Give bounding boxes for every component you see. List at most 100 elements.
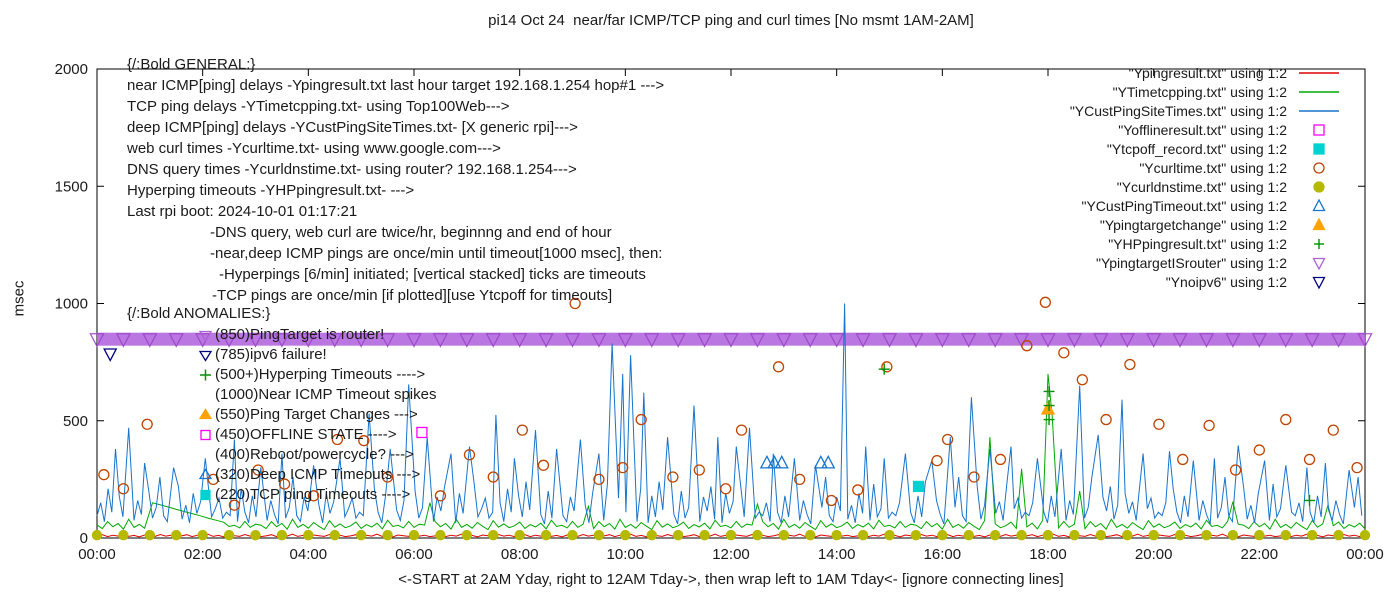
legend-square-icon bbox=[1313, 123, 1325, 136]
legend-row: "Ycurldnstime.txt" using 1:2 bbox=[1117, 178, 1342, 195]
legend-triangle-down-icon bbox=[1312, 257, 1326, 270]
annotation-anomaly-text: (400)Reboot/powercycle? ---> bbox=[215, 446, 414, 463]
legend-label: "YCustPingTimeout.txt" using 1:2 bbox=[1081, 197, 1287, 214]
legend-label: "Ytcpoff_record.txt" using 1:2 bbox=[1106, 140, 1287, 157]
x-tick-label: 22:00 bbox=[1241, 546, 1279, 563]
series-ycustpingtimeout bbox=[759, 454, 836, 469]
legend-label: "YCustPingSiteTimes.txt" using 1:2 bbox=[1069, 102, 1287, 119]
series-yofflineresult bbox=[416, 426, 428, 439]
legend-label: "YHPpingresult.txt" using 1:2 bbox=[1108, 235, 1287, 252]
triangle-up-icon bbox=[198, 407, 213, 419]
annotation-anomalies-title: {/:Bold ANOMALIES:} bbox=[127, 305, 271, 322]
legend-row: "YTimetcpping.txt" using 1:2 bbox=[1113, 83, 1342, 100]
series-ypingtargetchange bbox=[1040, 401, 1056, 415]
legend-line-icon bbox=[1299, 71, 1339, 74]
x-tick-label: 00:00 bbox=[1346, 546, 1384, 563]
annotation-general-line: deep ICMP[ping] delays -YCustPingSiteTim… bbox=[127, 119, 578, 136]
legend-row: "Ytcpoff_record.txt" using 1:2 bbox=[1107, 140, 1342, 157]
legend-square-icon bbox=[1313, 142, 1325, 155]
annotation-anomaly-text: (785)ipv6 failure! bbox=[215, 346, 327, 363]
annotation-anomaly-line: (850)PingTarget is router! bbox=[197, 326, 384, 343]
legend-label: "YpingtargetISrouter" using 1:2 bbox=[1095, 254, 1287, 271]
legend-row: "YpingtargetISrouter" using 1:2 bbox=[1096, 254, 1342, 271]
legend-label: "Ypingresult.txt" using 1:2 bbox=[1128, 64, 1287, 81]
x-axis-label: <-START at 2AM Yday, right to 12AM Tday-… bbox=[398, 571, 1064, 588]
series-ytimetcpping bbox=[96, 373, 1366, 531]
y-tick-label: 2000 bbox=[55, 61, 88, 78]
annotation-general-line: -TCP pings are once/min [if plotted][use… bbox=[212, 287, 613, 304]
triangle-down-icon bbox=[198, 350, 213, 362]
legend-row: "Yofflineresult.txt" using 1:2 bbox=[1118, 121, 1342, 138]
y-tick-label: 500 bbox=[63, 413, 88, 430]
legend-row: "Ycurltime.txt" using 1:2 bbox=[1139, 159, 1342, 176]
legend-label: "YTimetcpping.txt" using 1:2 bbox=[1112, 83, 1287, 100]
annotation-anomaly-text: (550)Ping Target Changes ---> bbox=[215, 406, 418, 423]
annotation-general-line: Last rpi boot: 2024-10-01 01:17:21 bbox=[127, 203, 358, 220]
legend-label: "Ynoipv6" using 1:2 bbox=[1165, 273, 1287, 290]
series-ytcpoff_record bbox=[912, 480, 925, 493]
annotation-anomaly-text: (450)OFFLINE STATE ----> bbox=[215, 426, 397, 443]
triangle-down-icon bbox=[198, 330, 213, 342]
legend-row: "Ypingtargetchange" using 1:2 bbox=[1100, 216, 1342, 233]
x-tick-label: 08:00 bbox=[501, 546, 539, 563]
x-tick-label: 20:00 bbox=[1135, 546, 1173, 563]
x-tick-label: 04:00 bbox=[290, 546, 328, 563]
series-ycurldnstime bbox=[91, 529, 1371, 541]
annotation-general-line: Hyperping timeouts -YHPpingresult.txt- -… bbox=[127, 182, 415, 199]
triangle-up-icon bbox=[198, 467, 213, 479]
legend-label: "Ypingtargetchange" using 1:2 bbox=[1099, 216, 1287, 233]
series-ynoipv6 bbox=[103, 348, 118, 362]
y-tick-label: 1500 bbox=[55, 178, 88, 195]
annotation-anomaly-line: (220)TCP ping Timeouts ----> bbox=[197, 486, 410, 503]
annotation-general-line: -Hyperpings [6/min] initiated; [vertical… bbox=[219, 266, 646, 283]
annotation-anomaly-line: (1000)Near ICMP Timeout spikes bbox=[197, 386, 436, 403]
legend-circle-icon bbox=[1313, 161, 1325, 174]
chart-title: pi14 Oct 24 near/far ICMP/TCP ping and c… bbox=[488, 12, 974, 29]
series-yhppingresult bbox=[878, 363, 1316, 506]
annotation-anomaly-text: (850)PingTarget is router! bbox=[215, 326, 385, 343]
legend-row: "YCustPingTimeout.txt" using 1:2 bbox=[1081, 197, 1342, 214]
annotation-general-line: DNS query times -Ycurldnstime.txt- using… bbox=[127, 161, 577, 178]
annotation-general-line: -near,deep ICMP pings are once/min until… bbox=[210, 245, 663, 262]
x-tick-label: 12:00 bbox=[712, 546, 750, 563]
series-ypingtargetisrouter bbox=[89, 332, 1373, 348]
x-tick-label: 18:00 bbox=[1029, 546, 1067, 563]
legend-row: "Ypingresult.txt" using 1:2 bbox=[1129, 64, 1342, 81]
y-tick-label: 1000 bbox=[55, 296, 88, 313]
legend-plus-icon bbox=[1314, 238, 1324, 249]
legend-triangle-down-icon bbox=[1312, 276, 1326, 289]
legend-triangle-up-icon bbox=[1312, 198, 1326, 211]
legend-label: "Ycurldnstime.txt" using 1:2 bbox=[1116, 178, 1287, 195]
legend-line-icon bbox=[1299, 109, 1339, 112]
legend-label: "Yofflineresult.txt" using 1:2 bbox=[1118, 121, 1287, 138]
square-icon bbox=[200, 429, 211, 440]
annotation-anomaly-line: (500+)Hyperping Timeouts ----> bbox=[197, 366, 425, 383]
annotation-anomaly-line: (550)Ping Target Changes ---> bbox=[197, 406, 418, 423]
annotation-general-line: near ICMP[ping] delays -Ypingresult.txt … bbox=[127, 77, 665, 94]
annotation-general-line: {/:Bold GENERAL:} bbox=[127, 56, 256, 73]
annotation-anomaly-line: (785)ipv6 failure! bbox=[197, 346, 327, 363]
series-ycurltime bbox=[98, 296, 1363, 511]
x-tick-label: 06:00 bbox=[395, 546, 433, 563]
annotation-anomaly-text: (220)TCP ping Timeouts ----> bbox=[215, 486, 411, 503]
plus-icon bbox=[200, 369, 211, 380]
annotation-anomaly-text: (320)Deep ICMP Timeouts ---> bbox=[215, 466, 421, 483]
legend-label: "Ycurltime.txt" using 1:2 bbox=[1139, 159, 1287, 176]
annotation-anomaly-line: (400)Reboot/powercycle? ---> bbox=[197, 446, 414, 463]
x-tick-label: 14:00 bbox=[818, 546, 856, 563]
annotation-anomaly-text: (1000)Near ICMP Timeout spikes bbox=[215, 386, 437, 403]
x-tick-label: 00:00 bbox=[78, 546, 116, 563]
x-tick-label: 02:00 bbox=[184, 546, 222, 563]
legend-row: "Ynoipv6" using 1:2 bbox=[1166, 273, 1342, 290]
square-icon bbox=[200, 489, 211, 500]
x-tick-label: 16:00 bbox=[924, 546, 962, 563]
legend-triangle-up-icon bbox=[1312, 217, 1326, 230]
legend-row: "YCustPingSiteTimes.txt" using 1:2 bbox=[1070, 102, 1342, 119]
annotation-general-line: TCP ping delays -YTimetcpping.txt- using… bbox=[127, 98, 510, 115]
annotation-general-line: web curl times -Ycurltime.txt- using www… bbox=[127, 140, 501, 157]
legend-circle-icon bbox=[1313, 180, 1325, 193]
annotation-anomaly-line: (450)OFFLINE STATE ----> bbox=[197, 426, 397, 443]
